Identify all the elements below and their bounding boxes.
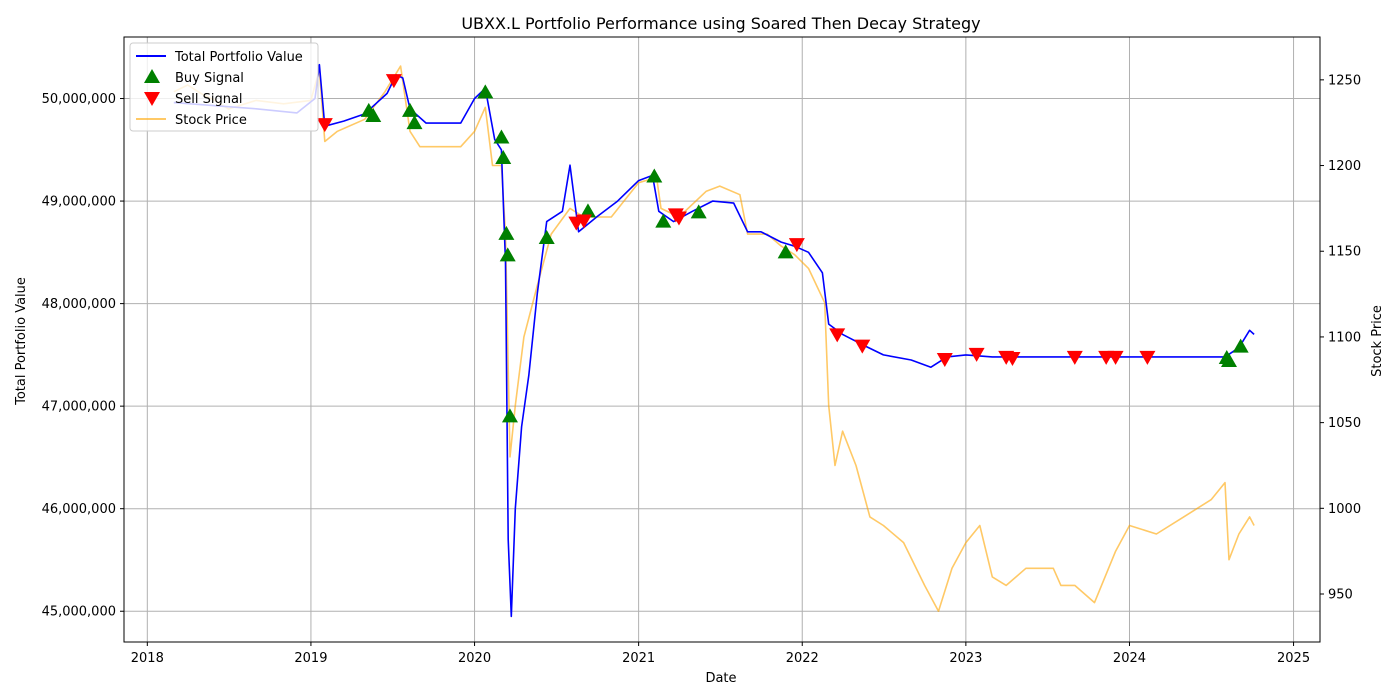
grid-lines bbox=[124, 37, 1320, 642]
buy-signal-marker bbox=[493, 129, 510, 144]
legend-sell-swatch bbox=[144, 92, 160, 106]
legend-box bbox=[129, 42, 319, 132]
legend-buy-swatch bbox=[144, 69, 160, 83]
y-left-tick-label: 49,000,000 bbox=[42, 195, 116, 210]
sell-signal-marker bbox=[670, 211, 687, 226]
sell-signal-marker bbox=[1066, 350, 1083, 365]
plot-frame bbox=[123, 36, 1321, 643]
sell-signal-marker bbox=[1107, 350, 1124, 365]
sell-signal-marker bbox=[1139, 350, 1156, 365]
x-tick-label: 2024 bbox=[1113, 651, 1146, 666]
buy-signal-marker bbox=[646, 168, 663, 183]
legend-label: Total Portfolio Value bbox=[174, 50, 303, 65]
y-right-tick-label: 1200 bbox=[1328, 159, 1361, 174]
legend-label: Stock Price bbox=[175, 113, 247, 128]
x-axis-label: Date bbox=[705, 671, 736, 686]
x-tick-label: 2019 bbox=[294, 651, 327, 666]
buy-signal-marker bbox=[499, 247, 516, 262]
buy-signal-marker bbox=[579, 203, 596, 218]
sell-signal-marker bbox=[788, 238, 805, 253]
buy-signal-marker bbox=[538, 229, 555, 244]
buy-signal-marker bbox=[365, 107, 382, 122]
sell-signal-marker bbox=[854, 339, 871, 354]
sell-signal-marker bbox=[385, 74, 402, 89]
y-right-tick-label: 1100 bbox=[1328, 330, 1361, 345]
x-tick-label: 2021 bbox=[622, 651, 655, 666]
axes: 2018 2019 2020 2021 2022 2023 2024 2025 45,000,0… bbox=[42, 73, 1362, 666]
buy-signal-marker bbox=[495, 150, 512, 164]
sell-signal-marker bbox=[316, 118, 333, 133]
buy-signal-marker bbox=[498, 225, 515, 240]
buy-signal-marker bbox=[655, 213, 672, 228]
x-tick-label: 2020 bbox=[458, 651, 491, 666]
y-right-tick-label: 1050 bbox=[1328, 416, 1361, 431]
sell-signal-marker bbox=[968, 347, 985, 362]
buy-signal-marker bbox=[1221, 353, 1237, 368]
buy-signal-marker bbox=[406, 115, 423, 130]
sell-signal-marker bbox=[1004, 351, 1021, 366]
y-left-tick-label: 48,000,000 bbox=[42, 297, 116, 312]
x-tick-label: 2023 bbox=[949, 651, 982, 666]
sell-signal-marker bbox=[829, 328, 846, 343]
y-right-tick-label: 1250 bbox=[1328, 73, 1361, 88]
chart-title: UBXX.L Portfolio Performance using Soare… bbox=[461, 14, 980, 33]
y-axis-left-label: Total Portfolio Value bbox=[14, 277, 29, 406]
legend: Total Portfolio Value Buy Signal Sell Sign… bbox=[129, 42, 319, 132]
y-left-tick-label: 47,000,000 bbox=[42, 400, 116, 415]
buy-signal-marker bbox=[777, 244, 794, 259]
portfolio-value-line bbox=[173, 63, 1255, 618]
stock-price-series bbox=[173, 65, 1255, 612]
portfolio-value-series bbox=[173, 63, 1255, 618]
buy-signal-marker bbox=[1232, 338, 1249, 353]
y-left-tick-label: 45,000,000 bbox=[42, 605, 116, 620]
x-tick-label: 2025 bbox=[1277, 651, 1310, 666]
buy-signal-marker bbox=[477, 84, 494, 99]
y-axis-right-label: Stock Price bbox=[1370, 305, 1385, 377]
legend-label: Buy Signal bbox=[175, 71, 244, 86]
x-tick-label: 2018 bbox=[131, 651, 164, 666]
y-right-tick-label: 1150 bbox=[1328, 245, 1361, 260]
legend-label: Sell Signal bbox=[175, 92, 243, 107]
y-right-tick-label: 1000 bbox=[1328, 502, 1361, 517]
y-left-tick-label: 46,000,000 bbox=[42, 502, 116, 517]
y-right-tick-label: 950 bbox=[1328, 588, 1353, 603]
buy-signal-marker bbox=[402, 102, 418, 117]
y-left-tick-label: 50,000,000 bbox=[42, 92, 116, 107]
x-tick-label: 2022 bbox=[786, 651, 819, 666]
sell-signal-marker bbox=[936, 352, 953, 367]
buy-signal-marker bbox=[501, 408, 518, 423]
stock-price-line bbox=[173, 65, 1255, 612]
buy-signal-marker bbox=[690, 204, 707, 219]
signal-markers bbox=[316, 74, 1249, 423]
sell-signal-marker bbox=[575, 214, 592, 229]
